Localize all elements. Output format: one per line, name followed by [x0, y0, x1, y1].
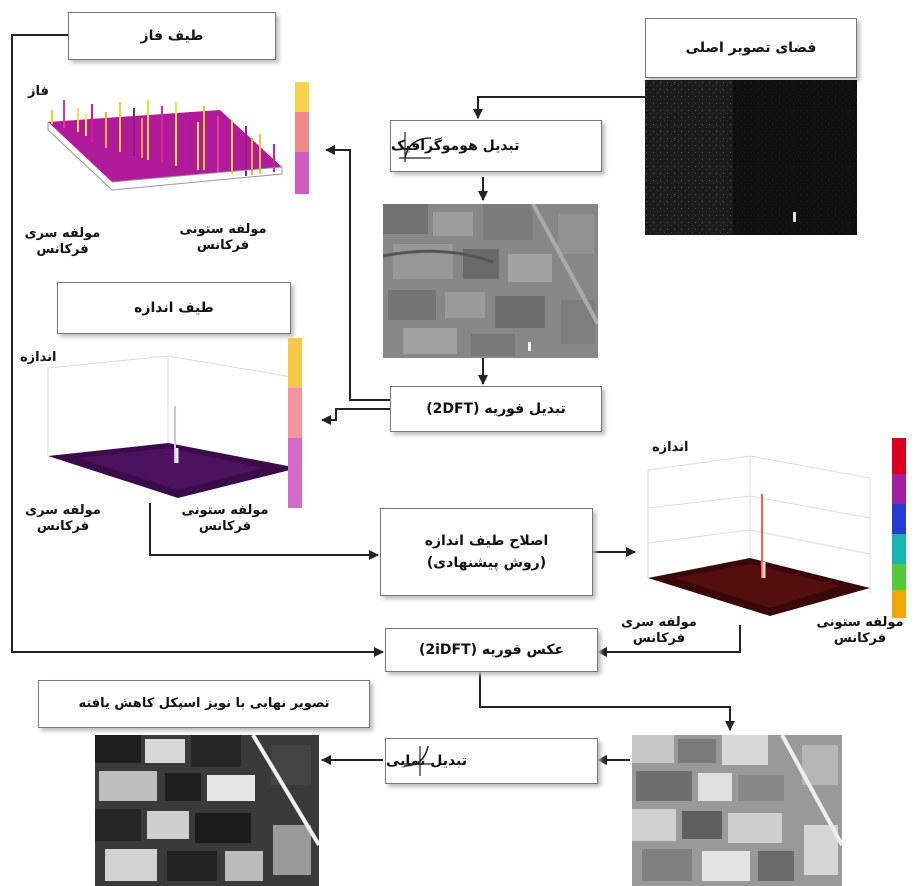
phase-axis-label: فاز [28, 84, 49, 99]
magnitude-col-freq-line2: فرکانس [198, 519, 252, 535]
correction-label-line1: اصلاح طیف اندازه [424, 532, 549, 549]
magnitude-axis-label: اندازه [20, 350, 57, 365]
exp-curve-icon [402, 745, 434, 776]
fourier-transform-label: تبدیل فوریه (2DFT) [426, 400, 566, 417]
phase-row-freq-label: مولفه سری فرکانس [15, 226, 110, 259]
phase-plot [20, 82, 320, 227]
homographic-label: تبدیل هوموگرافیک [391, 137, 520, 154]
magnitude-correction-box: اصلاح طیف اندازه (روش پیشنهادی) [380, 508, 593, 596]
magnitude-row-freq-line2: فرکانس [36, 519, 90, 535]
corrected-col-freq-line2: فرکانس [833, 631, 887, 647]
homographic-image [383, 204, 598, 358]
magnitude-spectrum-label: طیف اندازه [134, 299, 214, 316]
log-curve-icon [399, 132, 432, 162]
phase-row-freq-line1: مولفه سری [24, 226, 101, 241]
magnitude-row-freq-line1: مولفه سری [25, 503, 101, 518]
magnitude-spectrum-box: طیف اندازه [57, 282, 291, 334]
original-space-label: فضای تصویر اصلی [685, 39, 817, 56]
corrected-magnitude-axis-label: اندازه [652, 440, 689, 455]
corrected-row-freq-line2: فرکانس [632, 631, 686, 647]
magnitude-col-freq-label: مولفه ستونی فرکانس [170, 503, 280, 536]
original-sar-image [645, 80, 857, 235]
corrected-col-freq-line1: مولفه ستونی [816, 615, 904, 630]
magnitude-plot [18, 338, 323, 508]
final-denoised-image [95, 735, 319, 886]
magnitude-row-freq-label: مولفه سری فرکانس [18, 503, 108, 536]
denoised-homographic-image [632, 735, 842, 886]
phase-col-freq-line1: مولفه ستونی [179, 222, 267, 237]
corrected-col-freq-label: مولفه ستونی فرکانس [808, 615, 912, 648]
phase-spectrum-box: طیف فاز [68, 12, 276, 60]
exponential-label: تبدیل نمایی [386, 752, 468, 769]
homographic-box: تبدیل هوموگرافیک [390, 120, 602, 172]
fourier-transform-box: تبدیل فوریه (2DFT) [390, 386, 602, 432]
phase-col-freq-label: مولفه ستونی فرکانس [168, 222, 278, 255]
corrected-magnitude-plot [630, 438, 914, 618]
phase-spectrum-label: طیف فاز [140, 27, 204, 44]
phase-row-freq-line2: فرکانس [36, 242, 89, 258]
correction-label-line2: (روش پیشنهادی) [426, 555, 547, 571]
final-image-label: تصویر نهایی با نویز اسپکل کاهش یافته [78, 695, 330, 711]
corrected-row-freq-line1: مولفه سری [621, 615, 697, 630]
final-image-box: تصویر نهایی با نویز اسپکل کاهش یافته [38, 680, 370, 728]
inverse-fourier-box: عکس فوریه (2iDFT) [385, 628, 598, 672]
phase-col-freq-line2: فرکانس [196, 238, 250, 254]
magnitude-col-freq-line1: مولفه ستونی [181, 503, 269, 518]
original-space-box: فضای تصویر اصلی [645, 18, 857, 78]
inverse-fourier-label: عکس فوریه (2iDFT) [418, 641, 565, 658]
corrected-row-freq-label: مولفه سری فرکانس [613, 615, 705, 648]
